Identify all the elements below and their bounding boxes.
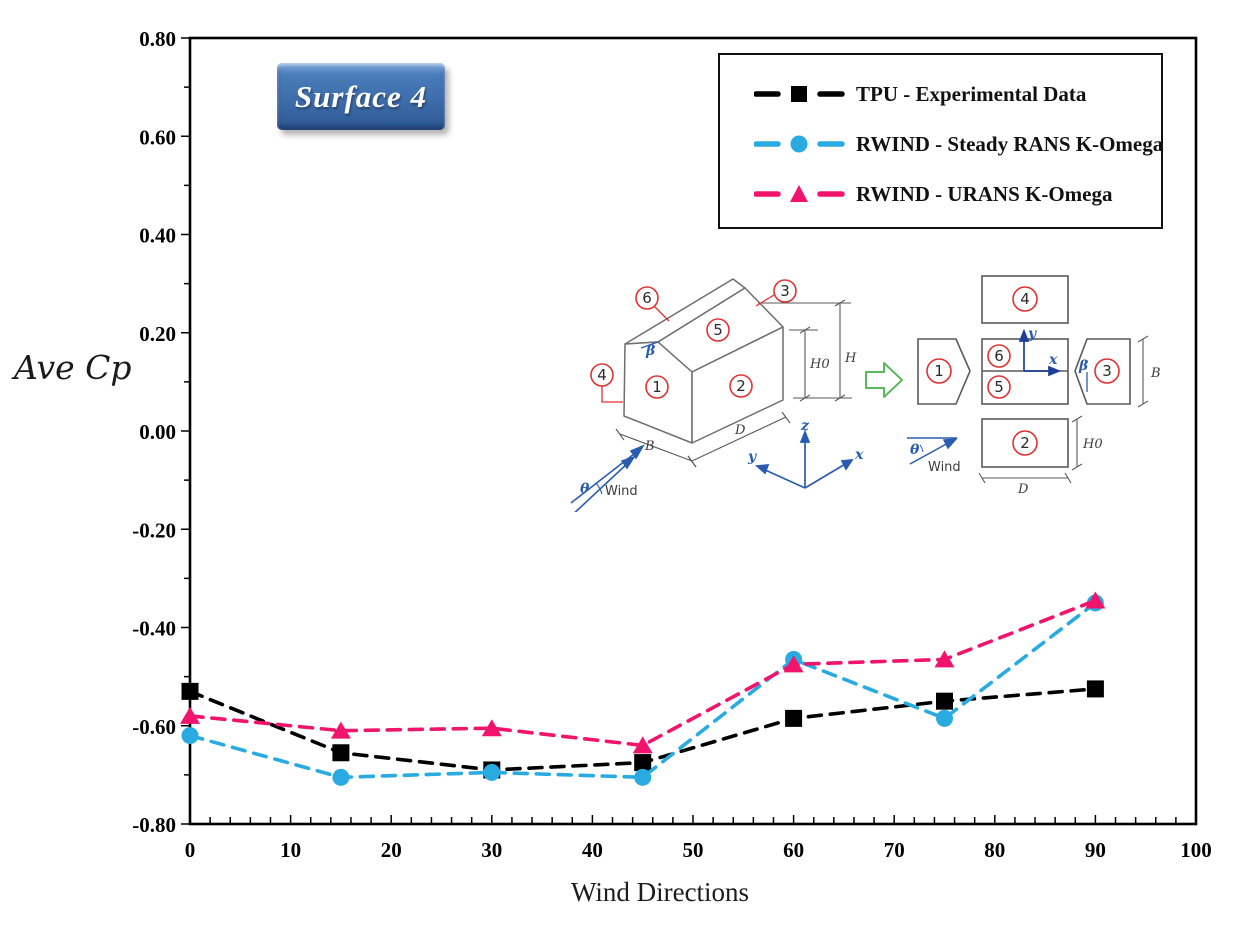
surface-5-number: 5 <box>713 321 723 339</box>
x-axis-tick-label: 20 <box>381 838 402 862</box>
series-marker-square <box>1086 680 1104 698</box>
y-axis-label-3d: y <box>747 449 757 465</box>
legend-marker-sample <box>754 86 845 102</box>
legend-marker-sample <box>754 185 845 202</box>
x-axis-tick-label: 30 <box>481 838 502 862</box>
surface-3-number: 3 <box>780 282 790 300</box>
series-marker-circle <box>332 768 350 786</box>
x-axis-label-unfolded: x <box>1048 352 1058 368</box>
legend-label: RWIND - URANS K-Omega <box>856 181 1113 206</box>
unfolded-4-number: 4 <box>1020 290 1030 308</box>
x-axis-tick-label: 40 <box>582 838 603 862</box>
x-axis-tick-label: 70 <box>884 838 905 862</box>
house-surface-numbers: 6 3 5 4 1 2 <box>597 282 790 396</box>
surface-badge: Surface 4 <box>277 63 445 130</box>
x-axis-tick-label: 0 <box>185 838 196 862</box>
series-marker-square <box>634 754 652 772</box>
x-axis-tick-label: 10 <box>280 838 301 862</box>
unfolded-2-number: 2 <box>1020 434 1030 452</box>
legend-item: RWIND - Steady RANS K-Omega <box>754 119 1164 169</box>
z-axis-label: z <box>800 418 810 434</box>
series-marker-square <box>181 682 199 700</box>
y-axis-label-unfolded: y <box>1027 326 1037 342</box>
y-axis-tick-label: 0.60 <box>139 125 176 149</box>
dim-h0-label: H0 <box>809 357 830 372</box>
unfolded-6-number: 6 <box>994 347 1004 365</box>
x-axis-tick-label: 60 <box>783 838 804 862</box>
series-marker-triangle <box>934 650 955 668</box>
unfolded-1-number: 1 <box>934 362 944 380</box>
house-dimensions <box>615 299 852 468</box>
wind-arrow-3d <box>570 444 645 512</box>
beta-label-unfolded: β <box>1078 358 1089 374</box>
wind-label-3d: Wind <box>605 484 638 499</box>
x-axis-title: Wind Directions <box>570 877 750 907</box>
building-surfaces-diagram: H0 H B D β θ Wind z y x <box>570 275 1161 512</box>
unfolded-xy-axes <box>1018 328 1062 377</box>
y-axis-tick-label: -0.40 <box>132 617 176 641</box>
series-marker-square <box>785 709 803 727</box>
y-axis-tick-label: 0.20 <box>139 322 176 346</box>
dim-b-label: B <box>644 439 655 454</box>
beta-label: β <box>645 343 656 359</box>
series-marker-square <box>936 692 953 710</box>
legend-label: TPU - Experimental Data <box>856 81 1087 106</box>
series-marker-circle <box>181 727 199 745</box>
legend-item: RWIND - URANS K-Omega <box>754 169 1161 219</box>
dim-b-right-label: B <box>1150 366 1161 381</box>
wind-label-unfolded: Wind <box>928 460 961 475</box>
unfolded-surface-callouts <box>926 286 1120 456</box>
x-axis-label-3d: x <box>854 447 864 463</box>
surface-4-number: 4 <box>597 366 607 384</box>
dim-h0-right-label: H0 <box>1082 437 1103 452</box>
surface-6-number: 6 <box>642 289 652 307</box>
surface-1-number: 1 <box>652 378 662 396</box>
theta-label-unfolded: θ <box>910 442 920 458</box>
series-marker-triangle <box>180 706 200 724</box>
legend-label: RWIND - Steady RANS K-Omega <box>856 131 1164 156</box>
y-axis-title: Ave Cp <box>14 348 132 387</box>
y-axis-tick-label: 0.40 <box>139 224 176 248</box>
y-axis-tick-label: 0.80 <box>139 27 176 51</box>
x-axis-tick-label: 90 <box>1085 838 1106 862</box>
unfold-arrow-icon <box>865 362 903 398</box>
series-marker-circle <box>936 709 953 727</box>
series-line <box>188 598 1098 748</box>
beta-angle-mark <box>640 341 659 349</box>
y-axis-tick-label: 0.00 <box>139 420 176 444</box>
dim-h-label: H <box>844 351 857 366</box>
y-axis-tick-label: -0.80 <box>132 813 176 837</box>
legend-item: TPU - Experimental Data <box>754 69 1161 119</box>
surface-2-number: 2 <box>736 377 746 395</box>
x-axis-tick-label: 80 <box>984 838 1005 862</box>
series-marker-triangle <box>481 719 502 737</box>
x-axis-tick-label: 50 <box>683 838 704 862</box>
wind-arrow-unfolded <box>907 437 958 465</box>
theta-label-3d: θ <box>580 481 590 497</box>
series-marker-square <box>332 744 350 762</box>
unfolded-5-number: 5 <box>994 378 1004 396</box>
unfolded-3-number: 3 <box>1102 362 1112 380</box>
dim-d-label: D <box>734 423 746 438</box>
series-marker-triangle <box>783 655 804 673</box>
surface-badge-label: Surface 4 <box>294 78 428 114</box>
house-surface-callouts <box>590 279 797 403</box>
series-marker-triangle <box>632 736 653 754</box>
dim-d-right-label: D <box>1017 482 1029 497</box>
unfolded-dimensions <box>978 335 1149 484</box>
series-marker-triangle <box>330 721 351 739</box>
y-axis-tick-label: -0.60 <box>132 715 176 739</box>
unfolded-surface-numbers: 4 1 6 5 3 2 <box>934 290 1112 452</box>
legend-marker-sample <box>754 135 845 153</box>
x-axis-tick-label: 100 <box>1180 838 1212 862</box>
y-axis-tick-label: -0.20 <box>132 518 176 542</box>
chart-legend: TPU - Experimental Data RWIND - Steady RA… <box>718 53 1163 229</box>
series-marker-circle <box>634 768 652 786</box>
series-marker-circle <box>483 763 501 781</box>
series-marker-triangle <box>1085 591 1106 609</box>
xyz-axes <box>754 429 854 489</box>
